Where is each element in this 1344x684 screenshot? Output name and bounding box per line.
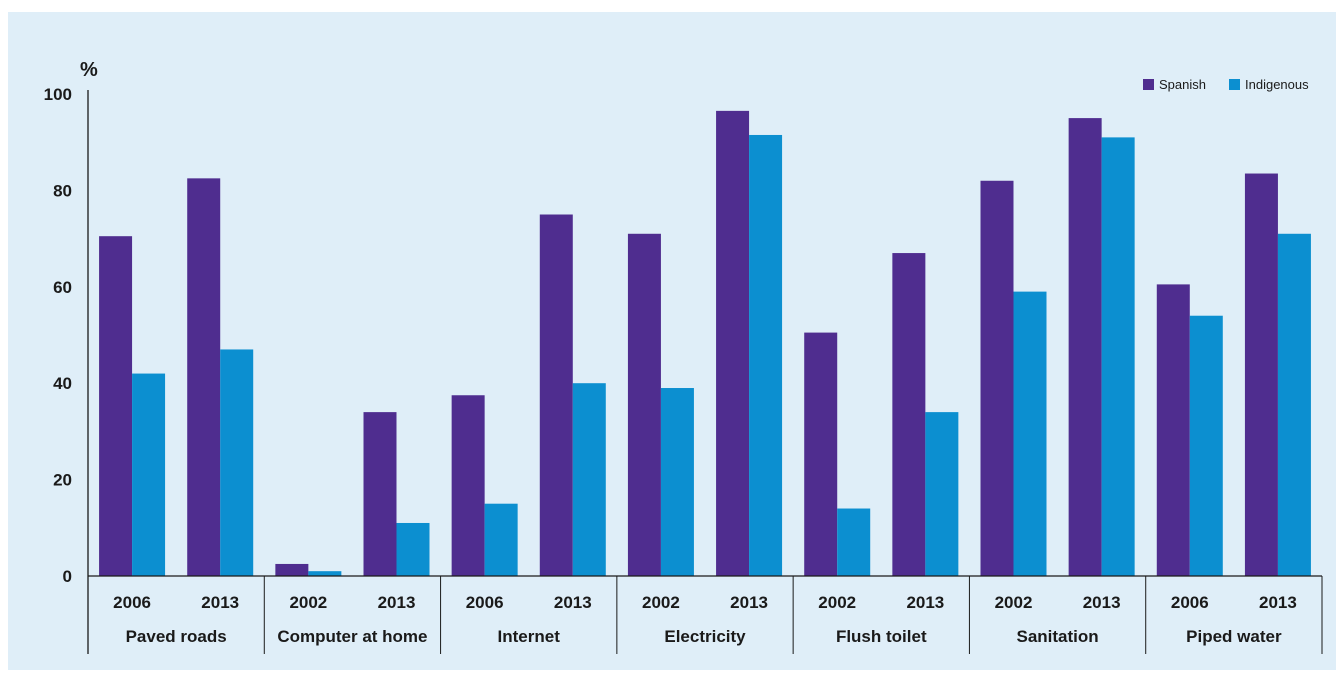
- x-tick-label-year: 2013: [378, 593, 416, 612]
- bar-spanish-1: [187, 178, 221, 576]
- bar-indigenous-3: [396, 522, 430, 576]
- x-tick-label-year: 2006: [1171, 593, 1209, 612]
- y-tick-label: 20: [53, 471, 72, 490]
- bar-spanish-6: [627, 233, 661, 576]
- bar-spanish-0: [99, 236, 133, 576]
- bar-indigenous-7: [749, 134, 783, 576]
- y-tick-label: 100: [44, 85, 72, 104]
- x-labels: 2006 2013 2002 2013 2006 2013 2002 2013 2002 2013…: [113, 593, 1297, 646]
- bar-indigenous-1: [220, 349, 254, 576]
- legend: Spanish Indigenous: [1143, 77, 1309, 92]
- axes: [87, 90, 1323, 654]
- bar-indigenous-4: [484, 503, 518, 576]
- y-axis-label: %: [80, 59, 98, 81]
- bar-spanish-3: [363, 412, 397, 576]
- legend-label-spanish: Spanish: [1159, 77, 1206, 92]
- legend-label-indigenous: Indigenous: [1245, 77, 1309, 92]
- bar-indigenous-13: [1277, 233, 1311, 576]
- bar-spanish-9: [892, 253, 926, 576]
- bar-spanish-13: [1244, 173, 1278, 576]
- bars: [99, 110, 1311, 577]
- bar-indigenous-6: [660, 388, 694, 576]
- x-group-label: Sanitation: [1016, 627, 1098, 646]
- y-tick-label: 0: [63, 567, 72, 586]
- legend-swatch-spanish: [1143, 79, 1154, 90]
- x-tick-label-year: 2013: [1259, 593, 1297, 612]
- x-tick-label-year: 2013: [730, 593, 768, 612]
- x-group-label: Piped water: [1186, 627, 1282, 646]
- x-tick-label-year: 2002: [289, 593, 327, 612]
- y-tick-label: 60: [53, 278, 72, 297]
- x-tick-label-year: 2013: [554, 593, 592, 612]
- x-tick-label-year: 2013: [1083, 593, 1121, 612]
- bar-indigenous-2: [308, 571, 342, 576]
- bar-spanish-2: [275, 563, 309, 576]
- y-tick-label: 80: [53, 181, 72, 200]
- bar-indigenous-10: [1013, 291, 1047, 576]
- x-tick-label-year: 2002: [642, 593, 680, 612]
- bar-spanish-4: [451, 395, 485, 576]
- bar-indigenous-9: [925, 412, 959, 576]
- x-group-label: Paved roads: [126, 627, 227, 646]
- bar-spanish-7: [716, 110, 750, 577]
- x-tick-label-year: 2013: [906, 593, 944, 612]
- bar-spanish-11: [1068, 118, 1102, 576]
- bar-spanish-10: [980, 180, 1014, 576]
- bar-indigenous-0: [132, 373, 166, 576]
- bar-spanish-12: [1156, 284, 1190, 576]
- x-group-label: Electricity: [664, 627, 746, 646]
- x-tick-label-year: 2002: [995, 593, 1033, 612]
- bar-indigenous-11: [1101, 137, 1135, 576]
- bar-indigenous-8: [837, 508, 871, 576]
- x-group-label: Computer at home: [277, 627, 427, 646]
- x-tick-label-year: 2006: [466, 593, 504, 612]
- x-tick-label-year: 2013: [201, 593, 239, 612]
- legend-swatch-indigenous: [1229, 79, 1240, 90]
- bar-spanish-8: [804, 332, 838, 576]
- x-group-label: Internet: [498, 627, 561, 646]
- y-tick-label: 40: [53, 374, 72, 393]
- bar-indigenous-12: [1189, 315, 1223, 576]
- bar-indigenous-5: [572, 383, 606, 576]
- y-ticks: 0 20 40 60 80 100: [44, 85, 72, 586]
- x-tick-label-year: 2006: [113, 593, 151, 612]
- x-group-label: Flush toilet: [836, 627, 927, 646]
- x-tick-label-year: 2002: [818, 593, 856, 612]
- bar-spanish-5: [539, 214, 573, 576]
